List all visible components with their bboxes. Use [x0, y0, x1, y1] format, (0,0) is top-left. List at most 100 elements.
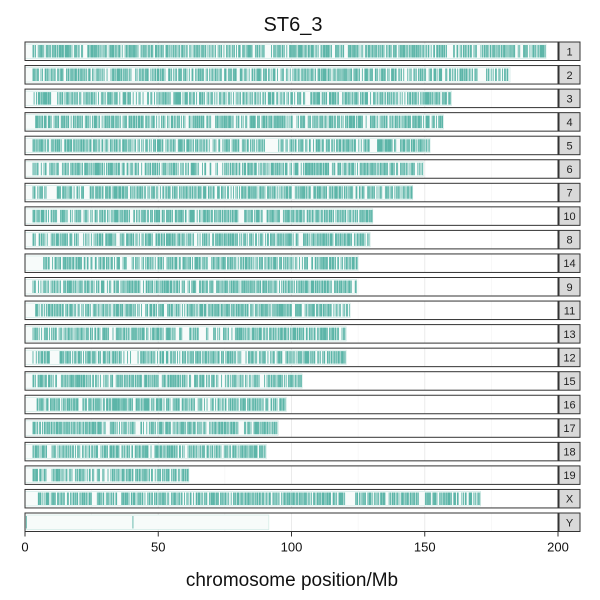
panel-border: [24, 488, 559, 509]
facet-strip-label: 1: [566, 46, 572, 58]
panel-border: [24, 441, 559, 462]
panel-chr-17: 17: [24, 418, 581, 438]
panel-border: [24, 182, 559, 203]
facet-strip: [558, 465, 581, 485]
panel-chr-9: 9: [24, 277, 581, 297]
panel-border: [24, 418, 559, 438]
facet-strip-label: 5: [566, 140, 572, 152]
chart-title: ST6_3: [264, 14, 323, 36]
facet-strip: [558, 112, 581, 132]
chromosome-extent-bar: [25, 515, 269, 530]
facet-strip-label: 3: [566, 93, 572, 105]
coverage-ticks-chr-X: [37, 492, 481, 505]
coverage-ticks-chr-18: [32, 445, 266, 458]
panel-border: [24, 41, 559, 61]
coverage-ticks-chr-14: [43, 256, 358, 270]
x-tick-label: 200: [547, 540, 569, 555]
x-tick-label: 0: [21, 540, 28, 555]
facet-strip-label: 7: [566, 188, 572, 200]
panel-chr-10: 10: [24, 206, 581, 226]
facet-strip-label: 12: [563, 352, 575, 364]
facet-strip: [558, 371, 581, 391]
panel-border: [24, 253, 559, 273]
facet-strip: [558, 347, 581, 368]
panel-border: [24, 465, 559, 485]
facet-strip-label: 8: [566, 235, 572, 247]
coverage-ticks-chr-4: [35, 115, 444, 129]
panel-chr-11: 11: [24, 300, 581, 321]
panel-border: [24, 112, 559, 132]
x-tick-label: 50: [151, 540, 165, 555]
panel-border: [24, 347, 559, 368]
facet-strip-label: 13: [563, 329, 575, 341]
panel-chr-1: 1: [24, 41, 581, 61]
facet-strip: [558, 206, 581, 226]
coverage-ticks-chr-3: [33, 92, 452, 105]
x-axis: 0 50 100 150 200: [21, 531, 569, 555]
coverage-ticks-chr-8: [32, 233, 370, 246]
panel-border: [24, 88, 559, 109]
facet-strip-label: 2: [566, 70, 572, 82]
coverage-ticks-chr-19: [32, 468, 189, 482]
panel-chr-13: 13: [24, 324, 581, 344]
facet-strip-label: 9: [566, 282, 572, 294]
coverage-ticks-chr-10: [32, 209, 373, 223]
panel-chr-X: X: [24, 488, 581, 509]
facet-strip-label: 18: [563, 447, 575, 459]
panel-border: [24, 65, 559, 85]
facet-strip: [558, 229, 581, 250]
coverage-ticks-chr-2: [32, 68, 509, 82]
facet-strip: [558, 159, 581, 179]
facet-strip-label: 14: [563, 258, 575, 270]
panel-chr-4: 4: [24, 112, 581, 132]
panel-chr-6: 6: [24, 159, 581, 179]
facet-strip-label: 16: [563, 400, 575, 412]
facet-strip: [558, 488, 581, 509]
panel-chr-12: 12: [24, 347, 581, 368]
panel-chr-Y: Y: [24, 512, 581, 532]
coverage-ticks-chr-12: [32, 351, 347, 364]
facet-strip-label: 6: [566, 164, 572, 176]
chromosome-extent-bar: [25, 279, 357, 294]
panel-chr-5: 5: [24, 135, 581, 156]
panel-border: [24, 394, 559, 415]
chromosome-extent-bar: [25, 114, 444, 130]
panel-border: [24, 324, 559, 344]
x-tick-label: 150: [414, 540, 436, 555]
facet-strip: [558, 135, 581, 156]
facet-strip: [558, 300, 581, 321]
coverage-ticks-chr-11: [35, 304, 351, 317]
panel-chr-3: 3: [24, 88, 581, 109]
coverage-ticks-chr-Y: [25, 516, 134, 529]
coverage-ticks-chr-15: [32, 374, 303, 388]
panel-border: [24, 277, 559, 297]
panel-chr-2: 2: [24, 65, 581, 85]
panel-chr-19: 19: [24, 465, 581, 485]
chromosome-extent-bar: [25, 255, 359, 271]
facet-strip-label: 17: [563, 423, 575, 435]
facet-strip: [558, 394, 581, 415]
x-axis-label: chromosome position/Mb: [186, 570, 398, 591]
facet-strip-label: 4: [566, 117, 572, 129]
facet-strip-label: 10: [563, 211, 575, 223]
panel-chr-14: 14: [24, 253, 581, 273]
panel-border: [24, 371, 559, 391]
facet-strip: [558, 41, 581, 61]
facet-strip: [558, 324, 581, 344]
panel-border: [24, 206, 559, 226]
panel-border: [24, 229, 559, 250]
panel-border: [24, 300, 559, 321]
facet-strip: [558, 418, 581, 438]
panel-chr-18: 18: [24, 441, 581, 462]
x-tick-label: 100: [281, 540, 303, 555]
coverage-ticks-chr-16: [36, 398, 287, 411]
facet-strip-label: X: [566, 494, 574, 506]
chromosome-extent-bar: [25, 397, 287, 412]
coverage-ticks-chr-9: [32, 280, 357, 293]
facet-strip-label: 19: [563, 470, 575, 482]
facet-strip-label: 11: [564, 305, 575, 317]
facet-strip-label: Y: [566, 517, 574, 529]
panel-chr-7: 7: [24, 182, 581, 203]
